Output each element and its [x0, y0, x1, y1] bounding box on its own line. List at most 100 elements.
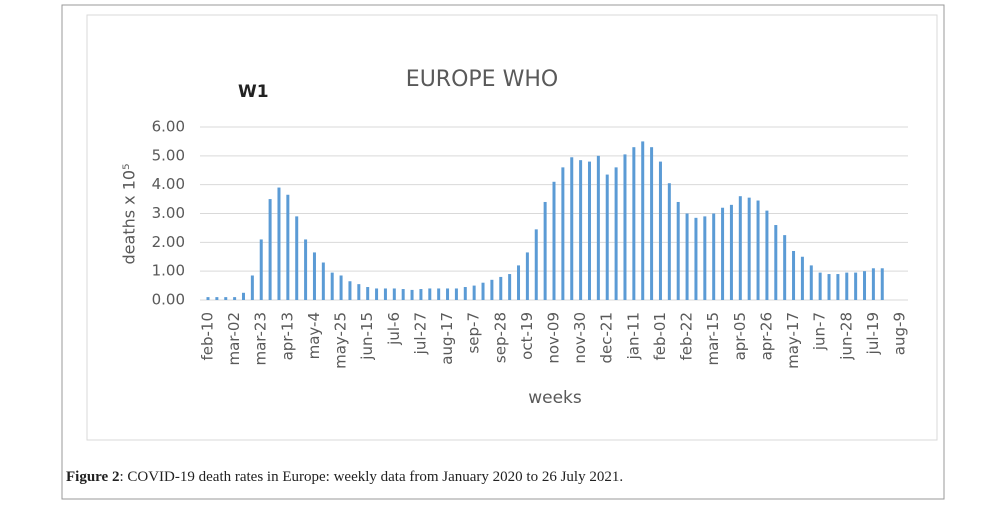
bar: [348, 281, 352, 300]
bar: [517, 265, 521, 300]
bar: [312, 252, 316, 300]
bar: [836, 274, 840, 300]
bar: [552, 181, 556, 300]
bar: [401, 289, 405, 300]
y-tick-label: 0.00: [152, 291, 185, 309]
bar: [543, 201, 547, 300]
bar: [561, 167, 565, 300]
bar: [641, 141, 645, 300]
bar: [721, 207, 725, 300]
y-tick-label: 5.00: [152, 146, 185, 164]
bar: [694, 217, 698, 300]
y-axis-label: deaths x 10⁵: [120, 164, 139, 265]
bar: [321, 262, 325, 300]
bar: [490, 279, 494, 300]
bar: [410, 289, 414, 300]
bar: [277, 187, 281, 300]
bar: [481, 282, 485, 300]
bar: [375, 288, 379, 300]
chart-title: EUROPE WHO: [406, 67, 558, 92]
bar: [729, 204, 733, 300]
bar: [685, 213, 689, 300]
bar: [792, 250, 796, 300]
x-tick-label: nov-09: [545, 312, 563, 364]
x-axis-label: weeks: [528, 388, 582, 408]
x-tick-label: apr-13: [278, 312, 296, 360]
x-tick-label: apr-26: [757, 312, 775, 360]
bar: [224, 297, 228, 300]
x-tick-label: jan-11: [624, 312, 642, 360]
bar: [774, 225, 778, 300]
caption-label: Figure 2: [66, 469, 119, 485]
x-tick-label: jun-15: [358, 312, 376, 361]
bar: [339, 275, 343, 300]
bar: [250, 275, 254, 300]
x-tick-label: jun-7: [811, 312, 829, 351]
bar: [206, 297, 210, 300]
bar: [437, 288, 441, 300]
bar: [827, 274, 831, 300]
bar: [383, 288, 387, 300]
bar: [499, 276, 503, 300]
bar: [233, 297, 237, 300]
bar: [854, 272, 858, 300]
bar: [800, 256, 804, 300]
bar: [286, 194, 290, 300]
x-tick-label: may-25: [332, 312, 350, 369]
bar: [525, 252, 529, 300]
bar: [587, 161, 591, 300]
bar: [295, 216, 299, 300]
bar: [357, 284, 361, 300]
bar: [623, 154, 627, 300]
bar: [330, 272, 334, 300]
x-tick-label: mar-23: [252, 312, 270, 366]
bar: [428, 288, 432, 300]
x-tick-label: oct-19: [518, 312, 536, 360]
caption-text: : COVID-19 death rates in Europe: weekly…: [119, 469, 623, 485]
x-tick-label: jul-27: [411, 312, 429, 355]
x-tick-label: aug-9: [891, 312, 909, 355]
bar: [605, 174, 609, 300]
x-tick-label: jul-6: [385, 312, 403, 346]
bar: [268, 199, 272, 300]
bar: [658, 161, 662, 300]
x-tick-label: dec-21: [598, 312, 616, 364]
bar: [747, 197, 751, 300]
x-tick-label: jul-19: [864, 312, 882, 355]
bar: [783, 235, 787, 300]
x-tick-label: nov-30: [571, 312, 589, 364]
bar: [871, 268, 875, 300]
x-tick-label: may-17: [784, 312, 802, 369]
bar: [880, 268, 884, 300]
bar: [446, 288, 450, 300]
bar: [419, 289, 423, 300]
bar: [756, 200, 760, 300]
x-tick-label: mar-02: [225, 312, 243, 366]
bar: [366, 287, 370, 300]
x-tick-label: mar-15: [704, 312, 722, 366]
y-tick-label: 2.00: [152, 233, 185, 251]
x-tick-label: may-4: [305, 312, 323, 359]
y-tick-label: 1.00: [152, 262, 185, 280]
bar: [508, 274, 512, 300]
bar: [472, 285, 476, 300]
x-tick-label: apr-05: [731, 312, 749, 360]
bar: [765, 210, 769, 300]
y-tick-label: 3.00: [152, 204, 185, 222]
bar: [463, 287, 467, 300]
bar: [304, 239, 308, 300]
y-tick-label: 6.00: [152, 118, 185, 136]
x-tick-label: feb-01: [651, 312, 669, 361]
bar: [712, 213, 716, 300]
bar: [614, 167, 618, 300]
y-tick-label: 4.00: [152, 175, 185, 193]
bar: [809, 265, 813, 300]
bar: [570, 157, 574, 300]
bar: [241, 292, 245, 300]
bar: [676, 201, 680, 300]
x-tick-label: feb-10: [199, 312, 217, 361]
x-tick-label: feb-22: [678, 312, 696, 361]
bar: [738, 196, 742, 300]
